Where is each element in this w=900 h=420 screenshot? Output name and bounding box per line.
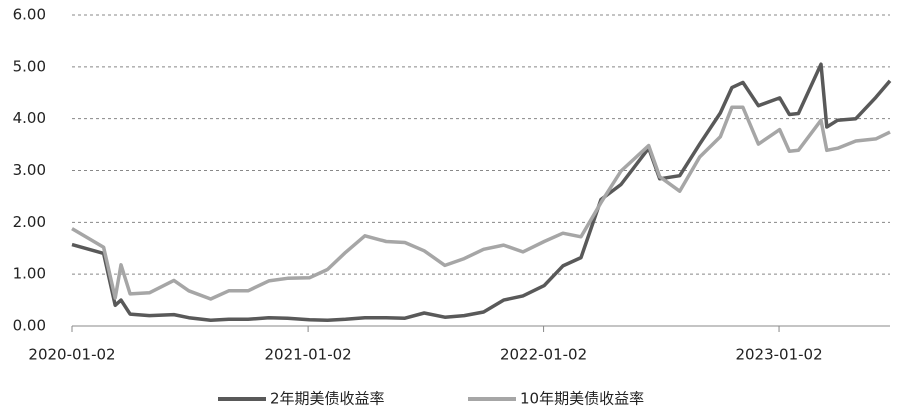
x-tick-label: 2023-01-02 bbox=[735, 346, 822, 364]
x-tick-label: 2021-01-02 bbox=[265, 346, 352, 364]
legend-label: 10年期美债收益率 bbox=[520, 390, 644, 408]
y-tick-label: 1.00 bbox=[13, 265, 46, 283]
y-tick-label: 2.00 bbox=[13, 213, 46, 231]
y-tick-label: 3.00 bbox=[13, 161, 46, 179]
series-line bbox=[71, 105, 891, 301]
y-tick-label: 4.00 bbox=[13, 109, 46, 127]
y-tick-label: 5.00 bbox=[13, 57, 46, 75]
legend-label: 2年期美债收益率 bbox=[270, 390, 385, 408]
y-tick-label: 6.00 bbox=[13, 6, 46, 24]
x-tick-label: 2022-01-02 bbox=[500, 346, 587, 364]
x-tick-label: 2020-01-02 bbox=[28, 346, 115, 364]
y-tick-label: 0.00 bbox=[13, 317, 46, 335]
series-line bbox=[71, 62, 892, 323]
